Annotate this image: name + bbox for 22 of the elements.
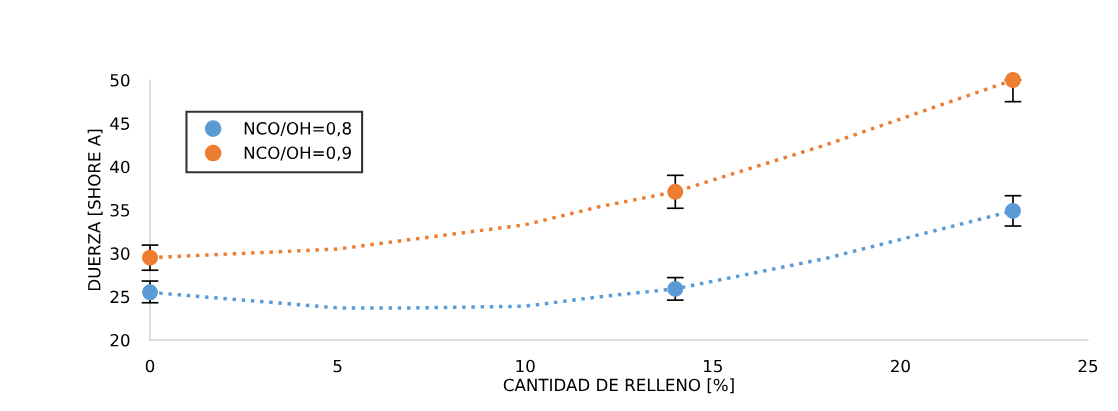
point (667, 280, 684, 297)
y-tick-label: 45 (110, 117, 130, 130)
y-tick-label: 40 (110, 160, 130, 174)
point (142, 249, 158, 266)
x-tick-label: 5 (333, 359, 342, 373)
point (1004, 202, 1021, 219)
legend-label: NCO/OH=0,9 (244, 146, 351, 161)
y-tick-label: 25 (110, 290, 130, 304)
x-tick-label: 25 (1078, 359, 1098, 373)
y-tick-label: 35 (110, 203, 130, 217)
y-axis-title: DUERZA [SHORE A] (87, 129, 103, 291)
y-tick-label: 20 (110, 333, 130, 347)
y-tick-label: 30 (110, 247, 130, 260)
x-axis-title: CANTIDAD DE RELLENO [%] (503, 378, 734, 394)
point (1004, 72, 1021, 88)
x-tick-label: 10 (516, 359, 535, 373)
point (667, 183, 684, 200)
x-tick-label: 20 (891, 359, 910, 373)
y-tick-label: 50 (110, 73, 130, 87)
x-tick-label: 15 (704, 359, 722, 373)
x-tick-label: 0 (145, 359, 155, 373)
legend-label: NCO/OH=0,8 (244, 122, 351, 137)
